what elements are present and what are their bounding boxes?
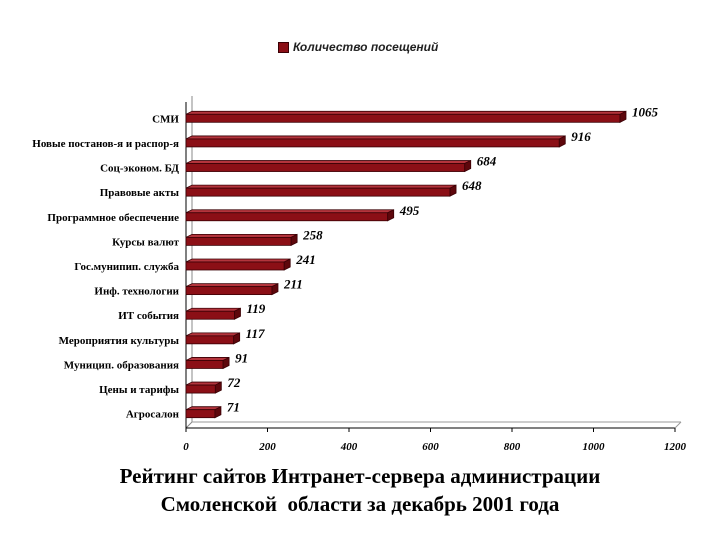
bar-top	[185, 184, 457, 189]
category-label: Мероприятия культуры	[59, 335, 180, 347]
x-tick-label: 0	[183, 441, 189, 453]
x-tick-label: 1200	[664, 441, 687, 453]
chart-axes: 0 200 400 600 800 1000 1200	[183, 96, 687, 453]
value-label: 648	[462, 178, 482, 193]
bar-end	[387, 209, 395, 222]
category-label: Соц-эконом. БД	[100, 163, 179, 175]
caption-line-1: Рейтинг сайтов Интранет-сервера админист…	[119, 464, 601, 488]
value-label: 117	[246, 326, 265, 341]
bar-end	[290, 233, 298, 247]
bar-top	[185, 332, 240, 337]
chart-legend: Количество посещений	[278, 40, 438, 54]
bar-top	[185, 357, 230, 361]
bar-end	[214, 406, 222, 419]
value-label: 258	[302, 227, 323, 242]
bar-end	[233, 332, 241, 345]
bar-end	[271, 282, 279, 296]
x-tick-label: 800	[504, 441, 521, 453]
bar-end	[619, 110, 627, 123]
value-label: 495	[399, 203, 420, 218]
value-label: 1065	[632, 104, 659, 119]
bar-end	[283, 258, 291, 271]
bar-top	[185, 209, 394, 214]
x-tick-label: 200	[258, 441, 276, 453]
bar	[185, 138, 560, 148]
bar-end	[558, 135, 566, 148]
chart-labels: СМИ 1065 Новые постанов-я и распор-я 916 Соц…	[32, 104, 658, 420]
category-label: Агросалон	[126, 409, 180, 421]
bar	[185, 409, 216, 419]
x-tick-label: 400	[340, 441, 358, 453]
bar-top	[185, 307, 241, 312]
value-label: 91	[235, 350, 248, 365]
bar	[185, 212, 389, 222]
category-label: Программное обеспечение	[47, 212, 179, 224]
bar-top	[185, 110, 627, 115]
bar-end	[222, 356, 230, 370]
bar-end	[464, 159, 472, 173]
bar-end	[234, 307, 241, 320]
bar-top	[185, 233, 298, 238]
bar-end	[449, 184, 457, 197]
category-label: Новые постанов-я и распор-я	[32, 138, 179, 150]
floor-side-edge	[674, 421, 682, 429]
bar	[185, 310, 235, 320]
legend-swatch	[278, 41, 289, 53]
bar	[185, 360, 224, 369]
bar	[185, 384, 216, 394]
chart-caption: Рейтинг сайтов Интранет-сервера админист…	[0, 462, 720, 518]
bar	[185, 163, 466, 172]
category-label: Муницип. образования	[64, 359, 179, 371]
value-label: 684	[477, 154, 497, 169]
value-label: 211	[283, 277, 303, 292]
category-label: СМИ	[152, 113, 179, 125]
bar-top	[185, 258, 291, 263]
value-label: 72	[227, 375, 241, 390]
category-label: Правовые акты	[100, 187, 180, 199]
bar	[185, 335, 235, 345]
x-tick-label: 1000	[583, 441, 606, 453]
bar-end	[214, 381, 222, 394]
value-label: 119	[246, 301, 265, 316]
category-label: Цены и тарифы	[99, 384, 179, 396]
category-label: Курсы валют	[112, 236, 180, 248]
bar-top	[185, 135, 566, 140]
bar-top	[185, 160, 471, 164]
value-label: 71	[227, 400, 240, 415]
bar-top	[185, 283, 279, 288]
caption-line-2: Смоленской области за декабрь 2001 года	[160, 492, 560, 516]
category-label: ИТ события	[118, 310, 179, 322]
bar	[185, 187, 451, 197]
category-label: Гос.мунипип. служба	[74, 261, 179, 273]
value-label: 916	[571, 129, 591, 144]
x-tick-label: 600	[422, 441, 439, 453]
chart-bars	[185, 110, 627, 419]
bar	[185, 261, 285, 271]
value-label: 241	[295, 252, 316, 267]
bar	[185, 286, 273, 296]
bar	[185, 236, 292, 246]
category-label: Инф. технологии	[94, 286, 179, 298]
bar	[185, 113, 621, 123]
legend-label: Количество посещений	[293, 40, 439, 54]
